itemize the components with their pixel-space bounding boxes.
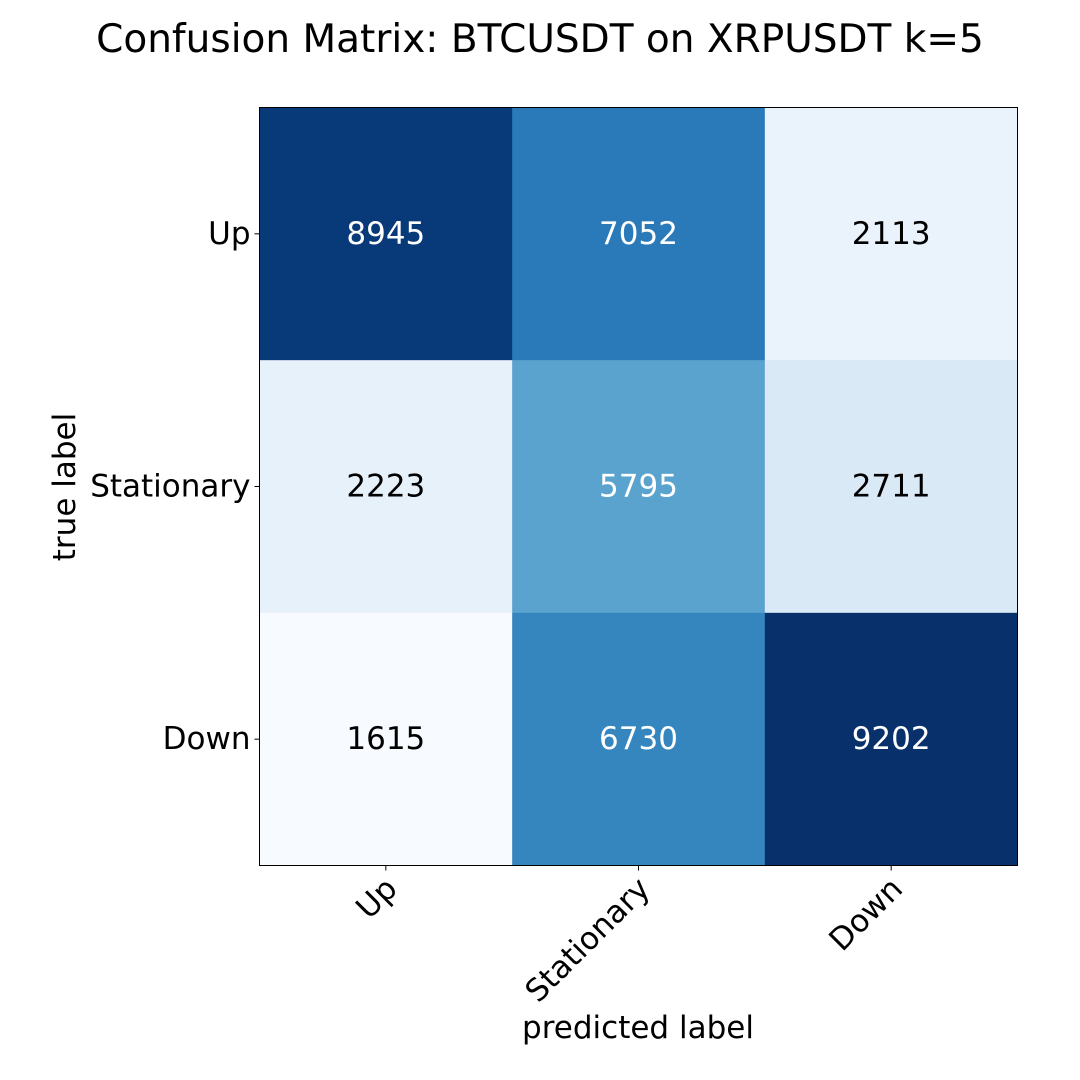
heatmap-cell-r0-c1 [512,107,766,361]
heatmap-cell-r2-c1 [512,612,766,866]
heatmap-cell-r1-c2 [764,360,1018,614]
cell-value-r0-c1: 7052 [599,216,678,252]
heatmap-cells [259,107,1018,866]
cell-value-r0-c0: 8945 [346,216,425,252]
heatmap-cell-r1-c0 [259,360,513,614]
heatmap-cell-r0-c2 [764,107,1018,361]
y-tick-label: Stationary [90,469,250,505]
x-tick-label: Up [349,871,404,926]
cell-value-r0-c2: 2113 [852,216,931,252]
y-axis-label: true label [47,413,83,561]
y-tick-label: Up [208,216,250,252]
heatmap-cell-r2-c0 [259,612,513,866]
x-axis-ticks: Up Stationary Down [349,865,910,1010]
cell-value-r2-c0: 1615 [346,721,425,757]
x-axis-label: predicted label [522,1010,754,1046]
cell-value-r1-c2: 2711 [852,469,931,505]
heatmap-cell-r2-c2 [764,612,1018,866]
cell-value-r1-c1: 5795 [599,469,678,505]
heatmap-cell-r0-c0 [259,107,513,361]
cell-value-r2-c2: 9202 [852,721,931,757]
chart-title: Confusion Matrix: BTCUSDT on XRPUSDT k=5 [96,17,984,62]
heatmap-cell-r1-c1 [512,360,766,614]
x-tick-label: Down [822,871,910,959]
heatmap-cell-labels: 8945 7052 2113 2223 5795 2711 1615 6730 9202 [346,216,930,757]
x-tick-label: Stationary [518,871,657,1010]
cell-value-r1-c0: 2223 [346,469,425,505]
y-axis-ticks: Up Stationary Down [90,216,260,757]
y-tick-label: Down [163,721,251,757]
cell-value-r2-c1: 6730 [599,721,678,757]
